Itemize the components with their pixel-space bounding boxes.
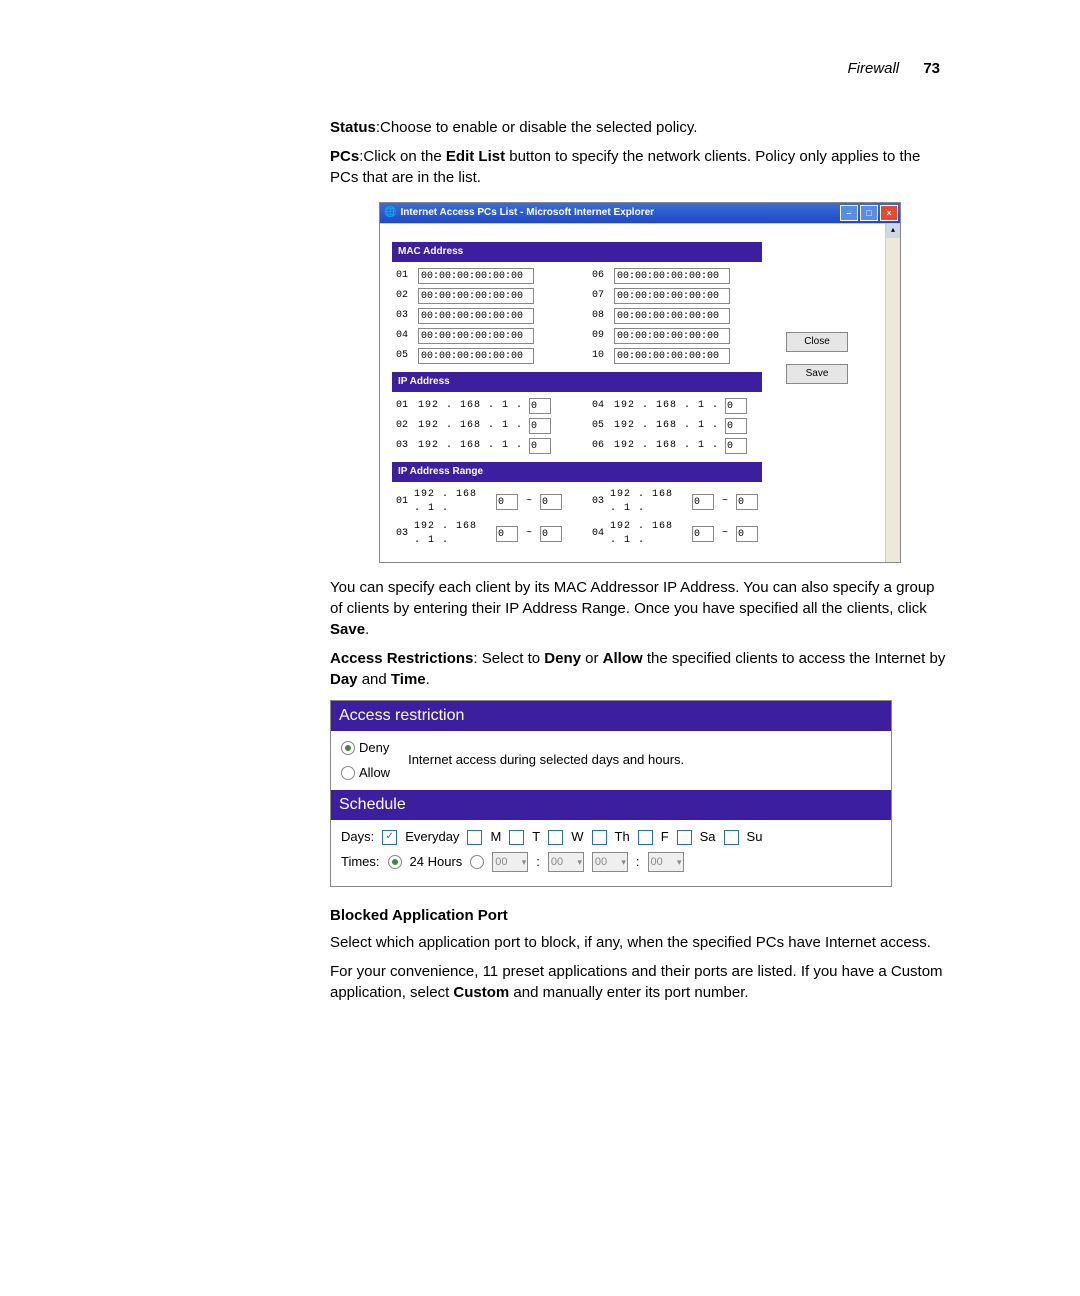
mac-section-header: MAC Address [392, 242, 762, 262]
window-close-button[interactable]: × [880, 205, 898, 221]
tue-checkbox[interactable] [509, 830, 524, 845]
blocked-port-para1: Select which application port to block, … [330, 932, 950, 953]
access-restriction-desc: Internet access during selected days and… [408, 751, 684, 769]
schedule-header: Schedule [331, 790, 891, 820]
access-restrictions-paragraph: Access Restrictions: Select to Deny or A… [330, 648, 950, 690]
ip-input-04[interactable] [725, 398, 747, 414]
access-restriction-header: Access restriction [331, 701, 891, 731]
close-button[interactable]: Close [786, 332, 848, 352]
maximize-button[interactable]: □ [860, 205, 878, 221]
ie-icon: 🌐 [384, 206, 396, 220]
wed-checkbox[interactable] [548, 830, 563, 845]
time-from-hour[interactable]: 00 [492, 852, 528, 872]
range-03-b[interactable] [736, 494, 758, 510]
mac-input-06[interactable] [614, 268, 730, 284]
mon-checkbox[interactable] [467, 830, 482, 845]
save-button[interactable]: Save [786, 364, 848, 384]
ip-input-01[interactable] [529, 398, 551, 414]
minimize-button[interactable]: – [840, 205, 858, 221]
mac-input-05[interactable] [418, 348, 534, 364]
ip-input-06[interactable] [725, 438, 747, 454]
sun-checkbox[interactable] [724, 830, 739, 845]
allow-label: Allow [359, 764, 390, 782]
everyday-checkbox[interactable]: ✓ [382, 830, 397, 845]
pcs-list-window: 🌐 Internet Access PCs List - Microsoft I… [379, 202, 901, 563]
ip-input-05[interactable] [725, 418, 747, 434]
mac-input-09[interactable] [614, 328, 730, 344]
window-title: Internet Access PCs List - Microsoft Int… [400, 206, 840, 220]
allow-radio[interactable] [341, 766, 355, 780]
mac-input-10[interactable] [614, 348, 730, 364]
time-to-hour[interactable]: 00 [592, 852, 628, 872]
range-04-b[interactable] [736, 526, 758, 542]
time-from-min[interactable]: 00 [548, 852, 584, 872]
scroll-up-icon[interactable]: ▴ [886, 224, 900, 238]
time-to-min[interactable]: 00 [648, 852, 684, 872]
page-number: 73 [923, 60, 940, 77]
blocked-port-heading: Blocked Application Port [330, 905, 950, 926]
blocked-port-para2: For your convenience, 11 preset applicat… [330, 961, 950, 1003]
deny-radio[interactable] [341, 741, 355, 755]
mac-input-02[interactable] [418, 288, 534, 304]
ip-input-02[interactable] [529, 418, 551, 434]
deny-label: Deny [359, 739, 389, 757]
24hours-radio[interactable] [388, 855, 402, 869]
fri-checkbox[interactable] [638, 830, 653, 845]
range-04-a[interactable] [692, 526, 714, 542]
custom-time-radio[interactable] [470, 855, 484, 869]
mac-input-08[interactable] [614, 308, 730, 324]
pcs-label: PCs [330, 148, 359, 165]
header-section: Firewall [847, 60, 899, 77]
ip-input-03[interactable] [529, 438, 551, 454]
range-02-b[interactable] [540, 526, 562, 542]
status-text: :Choose to enable or disable the selecte… [376, 119, 698, 136]
range-03-a[interactable] [692, 494, 714, 510]
mac-input-01[interactable] [418, 268, 534, 284]
ip-range-section-header: IP Address Range [392, 462, 762, 482]
scrollbar[interactable]: ▴ [885, 224, 900, 562]
sat-checkbox[interactable] [677, 830, 692, 845]
access-restriction-panel: Access restriction Deny Allow Internet a… [330, 700, 892, 887]
status-paragraph: Status:Choose to enable or disable the s… [330, 117, 950, 138]
status-label: Status [330, 119, 376, 136]
mac-input-03[interactable] [418, 308, 534, 324]
thu-checkbox[interactable] [592, 830, 607, 845]
after-window-paragraph: You can specify each client by its MAC A… [330, 577, 950, 640]
mac-input-04[interactable] [418, 328, 534, 344]
range-01-a[interactable] [496, 494, 518, 510]
ip-section-header: IP Address [392, 372, 762, 392]
days-label: Days: [341, 828, 374, 846]
times-label: Times: [341, 853, 380, 871]
range-01-b[interactable] [540, 494, 562, 510]
range-02-a[interactable] [496, 526, 518, 542]
pcs-paragraph: PCs:Click on the Edit List button to spe… [330, 146, 950, 188]
mac-input-07[interactable] [614, 288, 730, 304]
window-titlebar: 🌐 Internet Access PCs List - Microsoft I… [380, 203, 900, 223]
